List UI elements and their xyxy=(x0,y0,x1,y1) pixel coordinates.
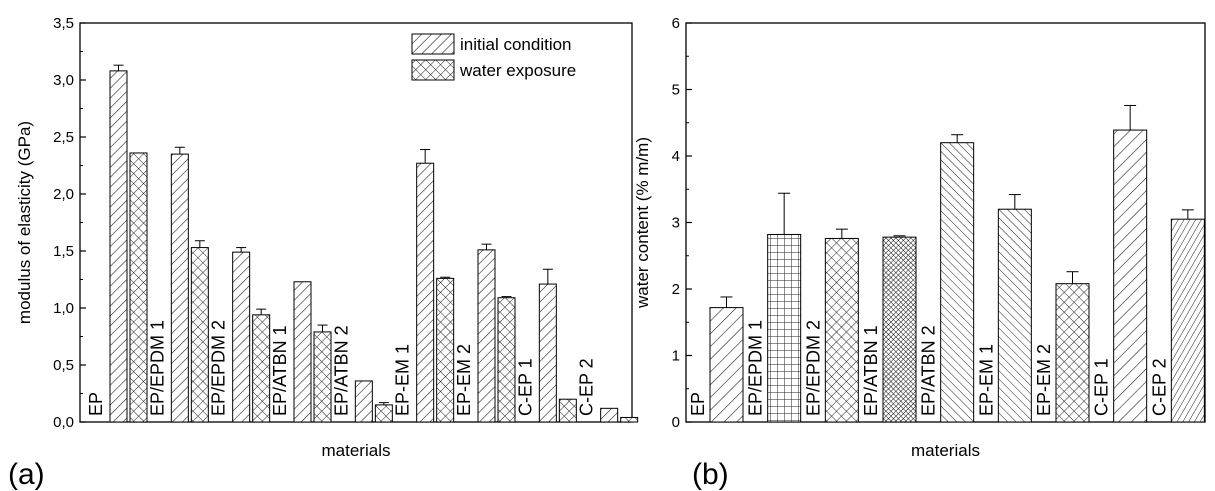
bar-initial xyxy=(354,380,373,423)
category-label: C-EP 2 xyxy=(577,358,597,416)
panel-label-b: (b) xyxy=(692,458,729,491)
bar-initial xyxy=(232,251,251,423)
y-tick-label: 1,5 xyxy=(53,243,74,260)
category-label: EP/EPDM 1 xyxy=(147,320,167,416)
legend-swatch xyxy=(411,33,455,55)
bar-initial xyxy=(416,162,435,423)
bar-water-content xyxy=(940,142,975,423)
bar-initial xyxy=(477,249,496,423)
chart-panel-b: 0 1 2 3 4 5 6 EP EP/EPDM 1 EP/EPDM 2 EP/ATBN 1 EP/A… xyxy=(633,15,1206,460)
y-tick-label: 6 xyxy=(672,15,680,32)
category-label: EP xyxy=(86,392,106,416)
category-label: EP/EPDM 2 xyxy=(209,320,229,416)
category-label: EP-EM 2 xyxy=(454,344,474,416)
y-tick-label: 4 xyxy=(672,148,680,165)
panel-label-a: (a) xyxy=(8,458,45,491)
y-tick-label: 0,5 xyxy=(53,357,74,374)
category-label: EP/ATBN 1 xyxy=(270,325,290,416)
y-tick-label: 2,5 xyxy=(53,129,74,146)
category-label: EP/ATBN 2 xyxy=(331,325,351,416)
x-axis-title: materials xyxy=(322,441,391,460)
bar-initial xyxy=(293,281,312,423)
bar-water-content xyxy=(997,208,1032,423)
bar-water xyxy=(190,247,209,423)
bar-initial xyxy=(538,283,557,423)
y-tick-label: 5 xyxy=(672,82,680,99)
y-axis-title: water content (% m/m) xyxy=(633,137,652,309)
category-label: EP-EM 1 xyxy=(976,344,996,416)
y-tick-label: 1,0 xyxy=(53,300,74,317)
legend-label: initial condition xyxy=(460,35,572,54)
x-axis-title: materials xyxy=(911,441,980,460)
category-label: EP/ATBN 1 xyxy=(861,325,881,416)
y-axis-title: modulus of elasticity (GPa) xyxy=(15,121,34,324)
y-tick-label: 3,0 xyxy=(53,72,74,89)
category-label: C-EP 1 xyxy=(515,358,535,416)
bar-water xyxy=(558,398,577,423)
bar-water xyxy=(374,404,393,423)
bar-water-content xyxy=(882,236,917,423)
bar-water-content xyxy=(1055,283,1090,423)
bar-initial xyxy=(600,407,619,423)
y-tick-label: 0 xyxy=(672,414,680,431)
category-label: EP/EPDM 1 xyxy=(746,320,766,416)
y-tick-label: 3 xyxy=(672,215,680,232)
bar-initial xyxy=(109,70,128,423)
bar-water-content xyxy=(1170,218,1205,423)
y-tick-label: 2,0 xyxy=(53,186,74,203)
bar-water xyxy=(252,314,271,423)
legend-label: water exposure xyxy=(459,61,576,80)
bar-water xyxy=(620,416,639,423)
bar-water-content xyxy=(767,233,802,423)
category-label: EP xyxy=(688,392,708,416)
bar-initial xyxy=(170,153,189,423)
y-tick-label: 1 xyxy=(672,348,680,365)
category-label: C-EP 2 xyxy=(1149,358,1169,416)
chart-panel-a: 0,0 0,5 1,0 1,5 2,0 2,5 3,0 3,5 EP EP/EPDM 1 EP/EP… xyxy=(15,15,639,460)
bar-water-content xyxy=(824,237,859,423)
legend-swatch xyxy=(411,59,455,81)
category-label: EP/ATBN 2 xyxy=(919,325,939,416)
bar-water-content xyxy=(1113,129,1148,423)
bar-water xyxy=(436,277,455,423)
y-tick-label: 3,5 xyxy=(53,15,74,32)
category-label: C-EP 1 xyxy=(1092,358,1112,416)
y-tick-label: 0,0 xyxy=(53,414,74,431)
bar-water xyxy=(313,331,332,423)
bar-water-content xyxy=(709,307,744,423)
bar-water xyxy=(497,297,516,423)
bar-water xyxy=(129,152,148,423)
category-label: EP-EM 1 xyxy=(393,344,413,416)
y-tick-label: 2 xyxy=(672,281,680,298)
category-label: EP-EM 2 xyxy=(1034,344,1054,416)
category-label: EP/EPDM 2 xyxy=(803,320,823,416)
